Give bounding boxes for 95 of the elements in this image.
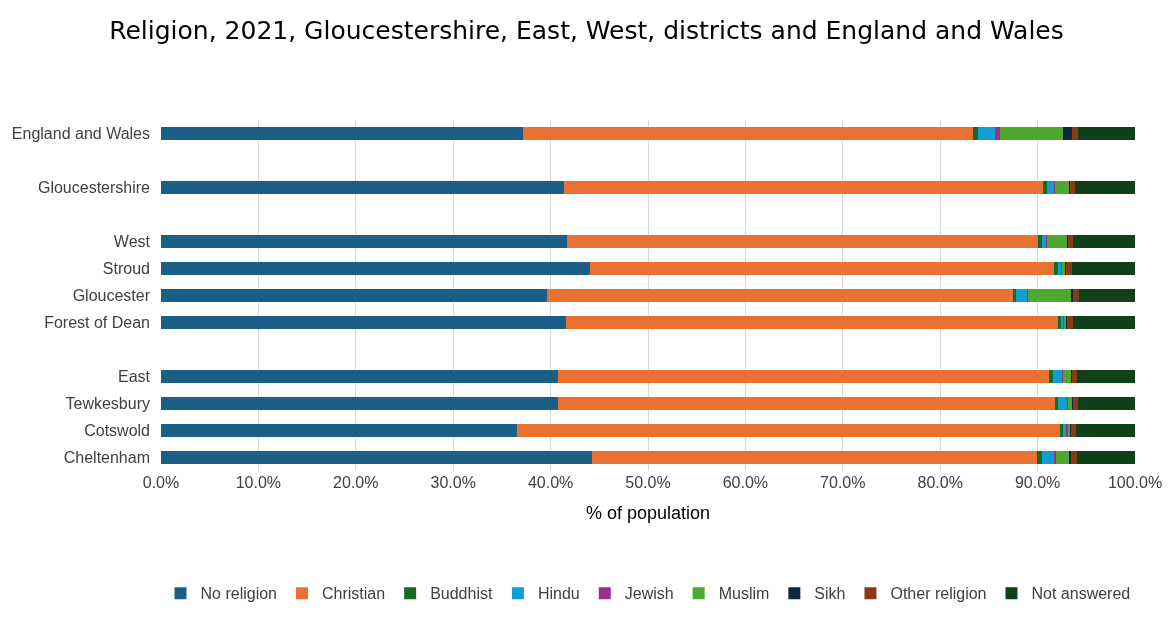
bar <box>1016 289 1027 302</box>
legend-label: Muslim <box>718 585 770 603</box>
bar <box>1072 316 1135 329</box>
bar <box>1056 451 1069 464</box>
bar <box>1075 424 1135 437</box>
x-tick-label: 20.0% <box>333 474 379 491</box>
bar <box>558 370 1050 383</box>
bar <box>161 451 593 464</box>
bar <box>564 181 1044 194</box>
bar <box>592 451 1037 464</box>
bar <box>523 127 974 140</box>
bar <box>1066 316 1073 329</box>
bar <box>1058 397 1067 410</box>
bar <box>1074 181 1135 194</box>
x-tick-label: 50.0% <box>625 474 671 491</box>
chart-title: Religion, 2021, Gloucestershire, East, West, districts and England and Wales <box>109 16 1064 46</box>
bar <box>1013 289 1017 302</box>
bar <box>999 127 1063 140</box>
x-tick-label: 90.0% <box>1014 474 1061 491</box>
x-tick-label: 10.0% <box>235 474 282 491</box>
x-tick-label: 60.0% <box>722 474 769 491</box>
bar <box>1036 451 1042 464</box>
bar <box>1077 127 1135 140</box>
bar <box>1054 262 1059 275</box>
x-tick-label: 80.0% <box>917 474 963 491</box>
y-tick-label: Gloucestershire <box>37 179 151 197</box>
x-tick-label: 40.0% <box>527 474 574 491</box>
bar <box>1077 397 1135 410</box>
bar <box>589 262 1055 275</box>
y-tick-label: Tewkesbury <box>65 395 150 413</box>
y-tick-label: Cotswold <box>84 422 150 440</box>
bar <box>1043 181 1048 194</box>
bar <box>1070 424 1076 437</box>
x-tick-label: 70.0% <box>820 474 866 491</box>
legend-label: Sikh <box>814 585 846 603</box>
bar <box>1072 289 1079 302</box>
bar <box>1071 370 1077 383</box>
bar <box>1067 397 1072 410</box>
y-tick-label: Gloucester <box>72 287 151 305</box>
bar <box>558 397 1056 410</box>
y-tick-label: Forest of Dean <box>44 314 150 332</box>
y-tick-label: East <box>117 368 151 386</box>
bar <box>1053 370 1062 383</box>
y-tick-label: England and Wales <box>11 125 150 143</box>
bar <box>1062 370 1071 383</box>
legend-label: Other religion <box>890 585 987 603</box>
bar <box>567 235 1038 248</box>
bar <box>1067 235 1073 248</box>
bar <box>1071 127 1078 140</box>
bar <box>1047 235 1067 248</box>
bar <box>161 289 547 302</box>
bar <box>994 127 1000 140</box>
bar <box>1055 181 1069 194</box>
x-axis-title: % of population <box>585 503 711 524</box>
bar <box>1047 181 1055 194</box>
legend-label: Jewish <box>624 585 674 603</box>
y-tick-label: Cheltenham <box>63 449 150 467</box>
bar <box>1078 289 1135 302</box>
legend-label: Christian <box>321 585 386 603</box>
legend-label: Buddhist <box>430 585 493 603</box>
bar <box>161 127 524 140</box>
bar <box>517 424 1060 437</box>
bar <box>1076 370 1135 383</box>
bar <box>1065 262 1072 275</box>
bar <box>161 262 590 275</box>
bar <box>1071 262 1135 275</box>
bar <box>1037 235 1042 248</box>
bar <box>161 181 565 194</box>
bar <box>1069 181 1075 194</box>
bar <box>978 127 995 140</box>
bar <box>161 370 559 383</box>
bar <box>566 316 1059 329</box>
bar <box>1055 397 1059 410</box>
bar <box>1072 397 1078 410</box>
bar <box>1076 451 1135 464</box>
bar <box>1027 289 1071 302</box>
bar <box>1041 451 1055 464</box>
x-tick-label: 30.0% <box>430 474 476 491</box>
x-tick-label: 0.0% <box>142 474 180 491</box>
bar <box>1072 235 1135 248</box>
x-tick-label: 100.0% <box>1107 474 1163 491</box>
bar <box>1062 127 1072 140</box>
legend-label: No religion <box>200 585 277 603</box>
bar <box>161 235 568 248</box>
bar <box>546 289 1014 302</box>
bar <box>973 127 979 140</box>
bar <box>1070 451 1077 464</box>
bar <box>1049 370 1054 383</box>
bar <box>161 424 518 437</box>
bar <box>161 316 567 329</box>
legend-label: Hindu <box>537 585 580 603</box>
y-tick-label: Stroud <box>102 260 150 278</box>
legend-label: Not answered <box>1031 585 1131 603</box>
y-tick-label: West <box>113 233 151 251</box>
bar <box>161 397 559 410</box>
